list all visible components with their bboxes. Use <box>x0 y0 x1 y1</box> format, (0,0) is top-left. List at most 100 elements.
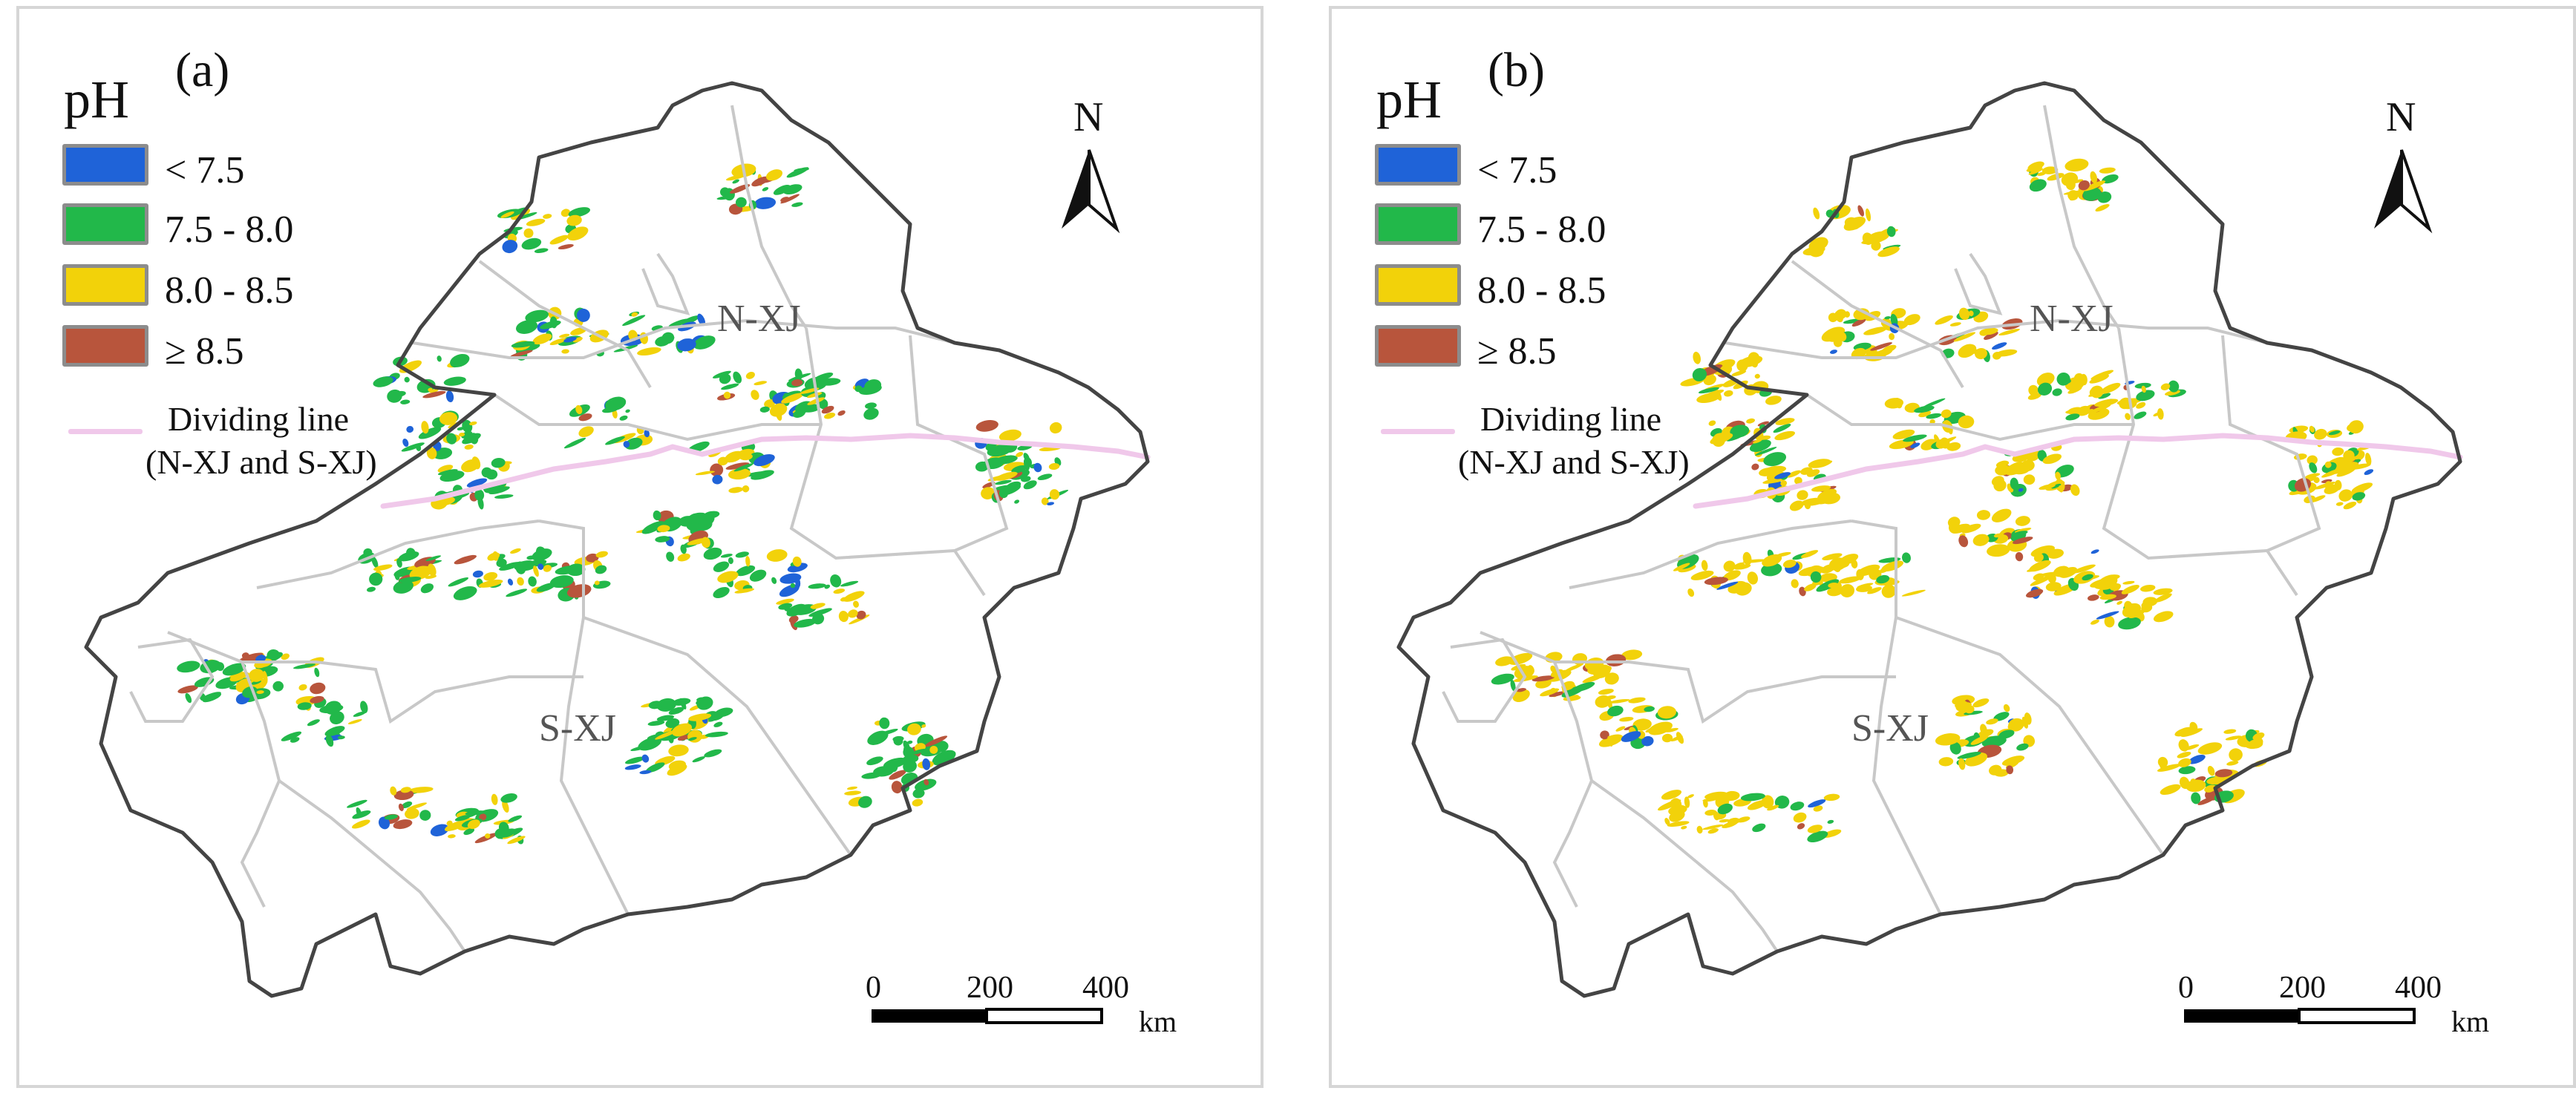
ph-patch <box>1870 342 1892 351</box>
ph-patch <box>1632 718 1652 731</box>
ph-patch <box>1892 429 1915 440</box>
ph-patch <box>347 719 362 724</box>
ph-patch <box>1657 706 1676 719</box>
ph-patch <box>437 355 442 362</box>
ph-patch <box>536 546 546 559</box>
ph-patch <box>2321 468 2344 478</box>
legend-label-7-5-8-0: 7.5 - 8.0 <box>1477 209 1606 251</box>
ph-patch <box>1049 489 1060 500</box>
ph-patch <box>594 580 600 586</box>
ph-patch <box>2087 594 2099 601</box>
ph-patch <box>2089 374 2110 384</box>
ph-patch <box>1886 226 1896 237</box>
ph-patch <box>736 197 747 208</box>
ph-patch <box>2090 619 2099 625</box>
ph-patch <box>1807 830 1828 842</box>
ph-patch <box>1816 579 1840 592</box>
ph-patch <box>2343 450 2355 462</box>
ph-patch <box>1763 452 1787 467</box>
ph-patch <box>863 407 879 420</box>
ph-patch <box>1976 510 1991 520</box>
ph-patch <box>567 226 589 241</box>
prefecture-boundary <box>730 105 808 330</box>
ph-patch <box>263 670 268 684</box>
ph-patch <box>1762 795 1774 809</box>
ph-patch <box>1609 698 1630 704</box>
ph-patch <box>1703 799 1708 808</box>
ph-patch <box>766 549 788 562</box>
ph-patch <box>319 704 344 714</box>
ph-patch <box>2309 495 2326 503</box>
ph-patch <box>2332 447 2344 456</box>
ph-patch <box>1902 552 1911 563</box>
ph-patch <box>1941 409 1952 419</box>
ph-patch <box>2100 382 2121 394</box>
ph-patch <box>1726 430 1748 442</box>
ph-patch <box>696 697 705 701</box>
ph-patch <box>1621 649 1643 660</box>
ph-patch <box>472 570 483 578</box>
ph-patch <box>1540 688 1560 697</box>
ph-patch <box>1794 476 1802 485</box>
north-arrow-label: N <box>2386 94 2416 140</box>
region-label-south: S-XJ <box>1851 707 1929 750</box>
ph-patch <box>2177 751 2191 758</box>
ph-patch <box>1935 439 1946 449</box>
ph-patch <box>1775 418 1795 425</box>
scale-tick-200: 200 <box>967 971 1013 1005</box>
ph-patch <box>1724 390 1733 397</box>
scale-bar <box>872 1008 1103 1024</box>
ph-patch <box>889 770 906 780</box>
ph-patch <box>791 379 803 387</box>
ph-patch <box>400 787 411 793</box>
ph-patch <box>464 445 474 450</box>
ph-patch <box>891 781 903 794</box>
ph-patch <box>2343 501 2357 510</box>
ph-patch <box>1807 499 1817 506</box>
ph-patch <box>1786 470 1801 478</box>
ph-patch <box>893 737 900 744</box>
ph-patch <box>2026 165 2043 172</box>
ph-patch <box>2080 373 2088 386</box>
ph-patch <box>1621 731 1641 742</box>
north-arrow-right-half <box>2400 149 2433 234</box>
ph-patch <box>2223 729 2237 734</box>
ph-patch <box>1752 823 1766 833</box>
ph-patch <box>821 405 834 414</box>
ph-patch <box>310 682 326 695</box>
ph-patch <box>575 404 583 415</box>
ph-patch <box>2016 743 2029 751</box>
ph-patch <box>526 555 535 560</box>
ph-patch <box>1041 497 1049 505</box>
ph-patch <box>398 803 404 812</box>
ph-patch <box>2168 380 2180 393</box>
ph-patch <box>1528 665 1534 674</box>
ph-patch <box>1986 718 1998 725</box>
ph-patch <box>406 425 414 433</box>
ph-patch <box>1767 804 1779 811</box>
ph-patch <box>2030 574 2053 586</box>
scale-bar-black-segment <box>2184 1009 2299 1023</box>
ph-patch <box>1978 729 1994 738</box>
legend-label-ge-8-5: ≥ 8.5 <box>165 330 244 373</box>
ph-patch <box>844 790 862 796</box>
ph-patch <box>384 814 398 820</box>
ph-patch <box>2154 593 2172 603</box>
ph-patch <box>2160 784 2181 796</box>
ph-patch <box>507 836 526 845</box>
ph-patch <box>500 211 514 218</box>
ph-patch <box>1791 579 1799 589</box>
ph-patch <box>753 454 775 467</box>
ph-patch <box>510 548 521 554</box>
ph-patch <box>2309 462 2318 473</box>
ph-patch <box>2328 430 2341 436</box>
ph-patch <box>2339 460 2353 472</box>
ph-patch <box>1957 751 1981 759</box>
ph-patch <box>465 810 487 816</box>
ph-patch <box>771 577 777 584</box>
ph-patch <box>1910 442 1920 448</box>
ph-patch <box>462 419 473 433</box>
ph-patch <box>549 338 567 346</box>
ph-patch <box>1857 205 1864 217</box>
ph-patch <box>439 471 465 482</box>
